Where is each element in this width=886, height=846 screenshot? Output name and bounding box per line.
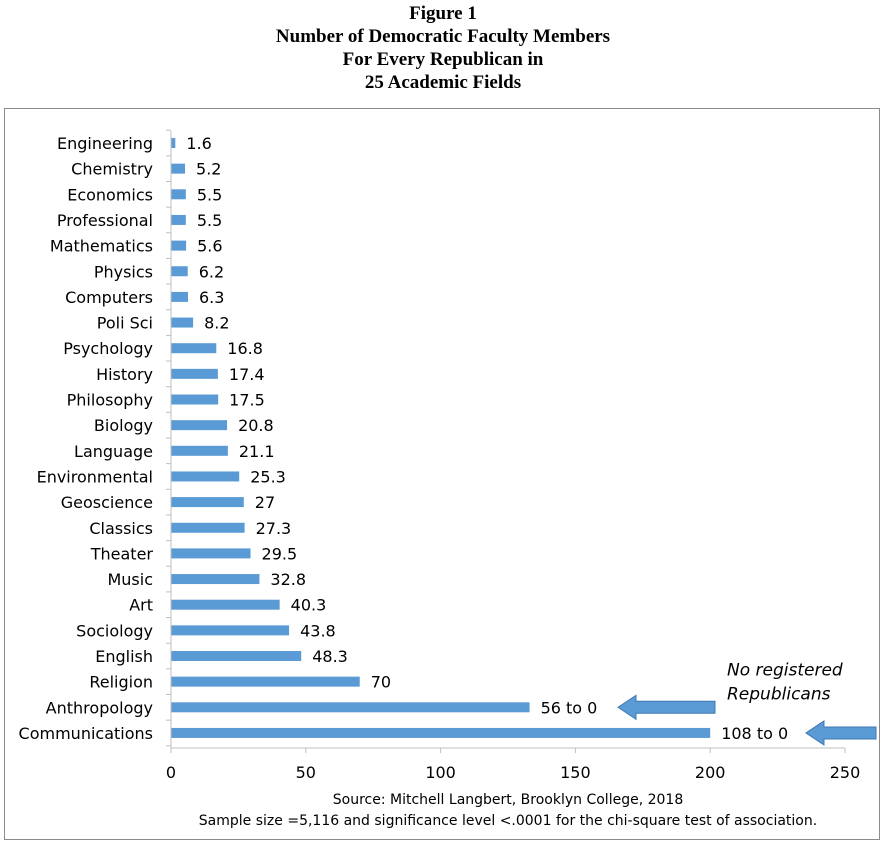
value-label: 6.2 (199, 262, 224, 281)
value-label: 27.3 (256, 519, 292, 538)
bar (171, 214, 186, 225)
category-label: Engineering (57, 134, 153, 153)
bar (171, 676, 360, 687)
value-label: 8.2 (204, 314, 229, 333)
value-label: 5.6 (197, 237, 222, 256)
value-label: 32.8 (270, 570, 306, 589)
value-label: 70 (371, 673, 391, 692)
bar (171, 599, 280, 610)
left-arrow-icon (805, 720, 877, 746)
category-label: Physics (94, 262, 153, 281)
category-label: Environmental (37, 467, 153, 486)
bar (171, 343, 217, 354)
value-label: 6.3 (199, 288, 224, 307)
bar (171, 574, 260, 585)
category-label: Psychology (63, 339, 153, 358)
bar (171, 471, 240, 482)
category-label: Chemistry (71, 160, 153, 179)
value-label: 5.2 (196, 160, 221, 179)
category-label: Religion (89, 673, 153, 692)
x-tick-label: 100 (425, 763, 456, 782)
value-labels-group: 1.6 5.2 5.5 5.5 5.6 6.2 6.3 8.2 16.8 17.4 17.5 20.8… (186, 134, 788, 743)
annotation-line-1: No registered (727, 661, 843, 681)
category-label: Professional (57, 211, 153, 230)
bar-chart: Engineering Chemistry Economics Professiona… (19, 129, 877, 829)
x-tick-label: 150 (560, 763, 591, 782)
bar (171, 368, 218, 379)
category-label: Poli Sci (97, 314, 153, 333)
value-label: 43.8 (300, 621, 336, 640)
bar (171, 651, 302, 661)
value-label: 5.5 (197, 211, 222, 230)
title-line-3: 25 Academic Fields (364, 72, 522, 93)
value-label: 21.1 (239, 442, 275, 461)
value-label: 56 to 0 (541, 698, 598, 717)
bar (171, 702, 530, 713)
category-label: Computers (65, 288, 153, 307)
bar (171, 420, 228, 431)
category-label: Art (129, 596, 153, 615)
bar (171, 445, 228, 456)
category-label: Philosophy (67, 391, 153, 410)
value-label: 40.3 (291, 596, 327, 615)
value-label: 25.3 (250, 467, 286, 486)
category-label: Economics (67, 185, 153, 204)
bar (171, 394, 219, 405)
category-label: Communications (19, 724, 153, 743)
category-label: Geoscience (61, 493, 153, 512)
category-label: Language (74, 442, 153, 461)
x-tick-label: 0 (166, 763, 176, 782)
value-label: 17.5 (229, 391, 265, 410)
value-label: 27 (255, 493, 275, 512)
x-tick-label: 50 (296, 763, 316, 782)
bar (171, 189, 186, 200)
value-label: 20.8 (238, 416, 274, 435)
x-tick-labels-group: 0 50 100 150 200 250 (166, 129, 861, 782)
chart-frame: Engineering Chemistry Economics Professiona… (4, 108, 880, 840)
bar (171, 625, 290, 636)
title-line-1: Number of Democratic Faculty Members (275, 26, 611, 47)
arrows-group (617, 694, 877, 746)
bar (171, 727, 711, 738)
value-label: 16.8 (227, 339, 263, 358)
bar (171, 291, 188, 302)
bar (171, 548, 251, 559)
bar (171, 266, 188, 277)
bar (171, 522, 245, 533)
figure-number: Figure 1 (409, 3, 477, 24)
bar (171, 317, 194, 328)
source-line-1: Source: Mitchell Langbert, Brooklyn Coll… (333, 792, 683, 808)
value-label: 108 to 0 (721, 724, 788, 743)
category-label: Mathematics (50, 237, 153, 256)
value-label: 17.4 (229, 365, 265, 384)
bar (171, 497, 244, 508)
source-line-2: Sample size =5,116 and significance leve… (199, 813, 817, 829)
category-label: Sociology (76, 621, 153, 640)
figure-title: Figure 1 Number of Democratic Faculty Me… (0, 2, 886, 94)
bar (171, 163, 186, 174)
annotation-line-2: Republicans (727, 684, 831, 704)
bar (171, 138, 176, 148)
value-label: 48.3 (312, 647, 348, 666)
category-label: Biology (94, 416, 153, 435)
category-label: English (95, 647, 153, 666)
category-label: History (96, 365, 153, 384)
category-label: Classics (89, 519, 153, 538)
category-label: Music (107, 570, 153, 589)
value-label: 5.5 (197, 185, 222, 204)
x-tick-label: 250 (830, 763, 861, 782)
left-arrow-icon (617, 694, 716, 721)
category-label: Theater (90, 544, 154, 563)
category-labels-group: Engineering Chemistry Economics Professiona… (19, 134, 154, 743)
value-label: 29.5 (262, 544, 298, 563)
title-line-2: For Every Republican in (342, 49, 544, 70)
bars-group (171, 138, 711, 738)
value-label: 1.6 (186, 134, 211, 153)
x-tick-label: 200 (695, 763, 726, 782)
bar (171, 240, 187, 251)
category-label: Anthropology (46, 698, 153, 717)
